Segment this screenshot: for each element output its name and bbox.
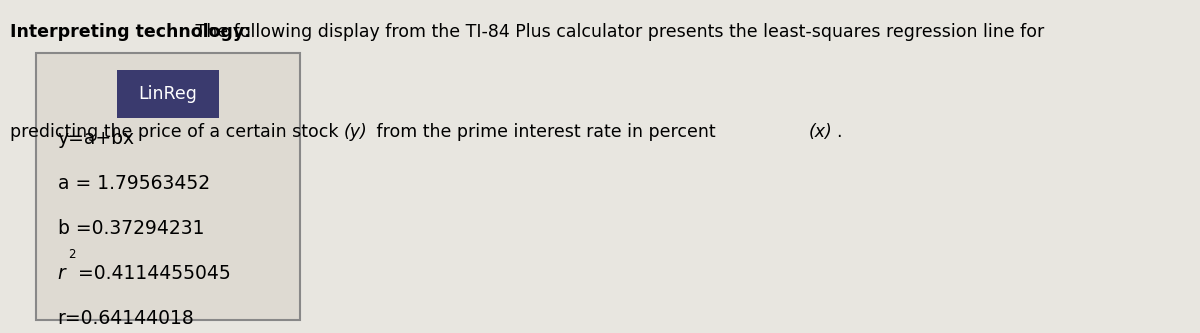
Text: Interpreting technology:: Interpreting technology: xyxy=(10,23,251,41)
Text: (y): (y) xyxy=(343,123,367,141)
Text: b =0.37294231: b =0.37294231 xyxy=(58,218,204,238)
FancyBboxPatch shape xyxy=(118,70,220,118)
Text: LinReg: LinReg xyxy=(138,85,198,103)
Text: r=0.64144018: r=0.64144018 xyxy=(58,308,194,328)
Text: (x): (x) xyxy=(809,123,833,141)
Text: a = 1.79563452: a = 1.79563452 xyxy=(58,173,210,193)
Text: =0.4114455045: =0.4114455045 xyxy=(78,263,230,283)
Text: .: . xyxy=(836,123,842,141)
Text: r: r xyxy=(58,263,65,283)
Text: The following display from the TI-84 Plus calculator presents the least-squares : The following display from the TI-84 Plu… xyxy=(190,23,1044,41)
Text: 2: 2 xyxy=(68,248,76,261)
Text: from the prime interest rate in percent: from the prime interest rate in percent xyxy=(371,123,721,141)
FancyBboxPatch shape xyxy=(36,53,300,320)
Text: predicting the price of a certain stock: predicting the price of a certain stock xyxy=(10,123,343,141)
Text: y=a+bx: y=a+bx xyxy=(58,129,134,148)
